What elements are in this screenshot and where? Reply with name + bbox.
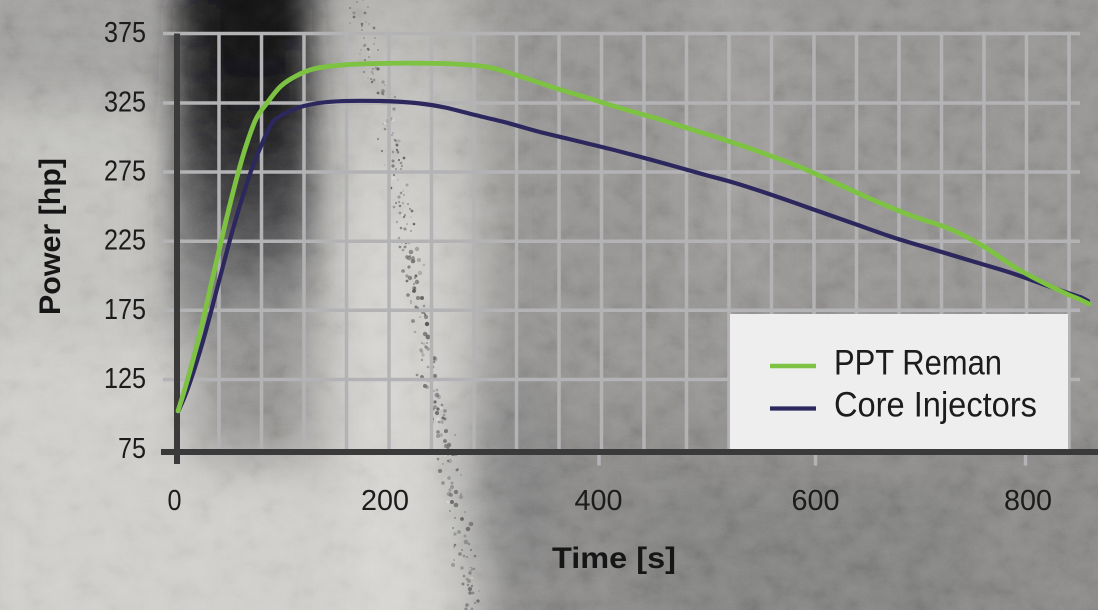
- svg-text:325: 325: [104, 87, 146, 119]
- svg-text:Time [s]: Time [s]: [552, 542, 676, 575]
- svg-text:600: 600: [792, 485, 840, 517]
- svg-text:200: 200: [361, 485, 409, 517]
- svg-text:800: 800: [1004, 485, 1052, 517]
- svg-text:175: 175: [104, 294, 146, 326]
- svg-text:275: 275: [104, 156, 146, 188]
- svg-text:225: 225: [104, 225, 146, 257]
- svg-text:PPT Reman: PPT Reman: [834, 344, 1002, 383]
- svg-text:Power [hp]: Power [hp]: [34, 158, 67, 315]
- svg-text:75: 75: [118, 433, 146, 465]
- svg-text:400: 400: [575, 485, 623, 517]
- svg-text:0: 0: [168, 485, 182, 517]
- svg-text:375: 375: [104, 17, 146, 49]
- svg-text:Core Injectors: Core Injectors: [834, 386, 1037, 425]
- svg-text:125: 125: [104, 363, 146, 395]
